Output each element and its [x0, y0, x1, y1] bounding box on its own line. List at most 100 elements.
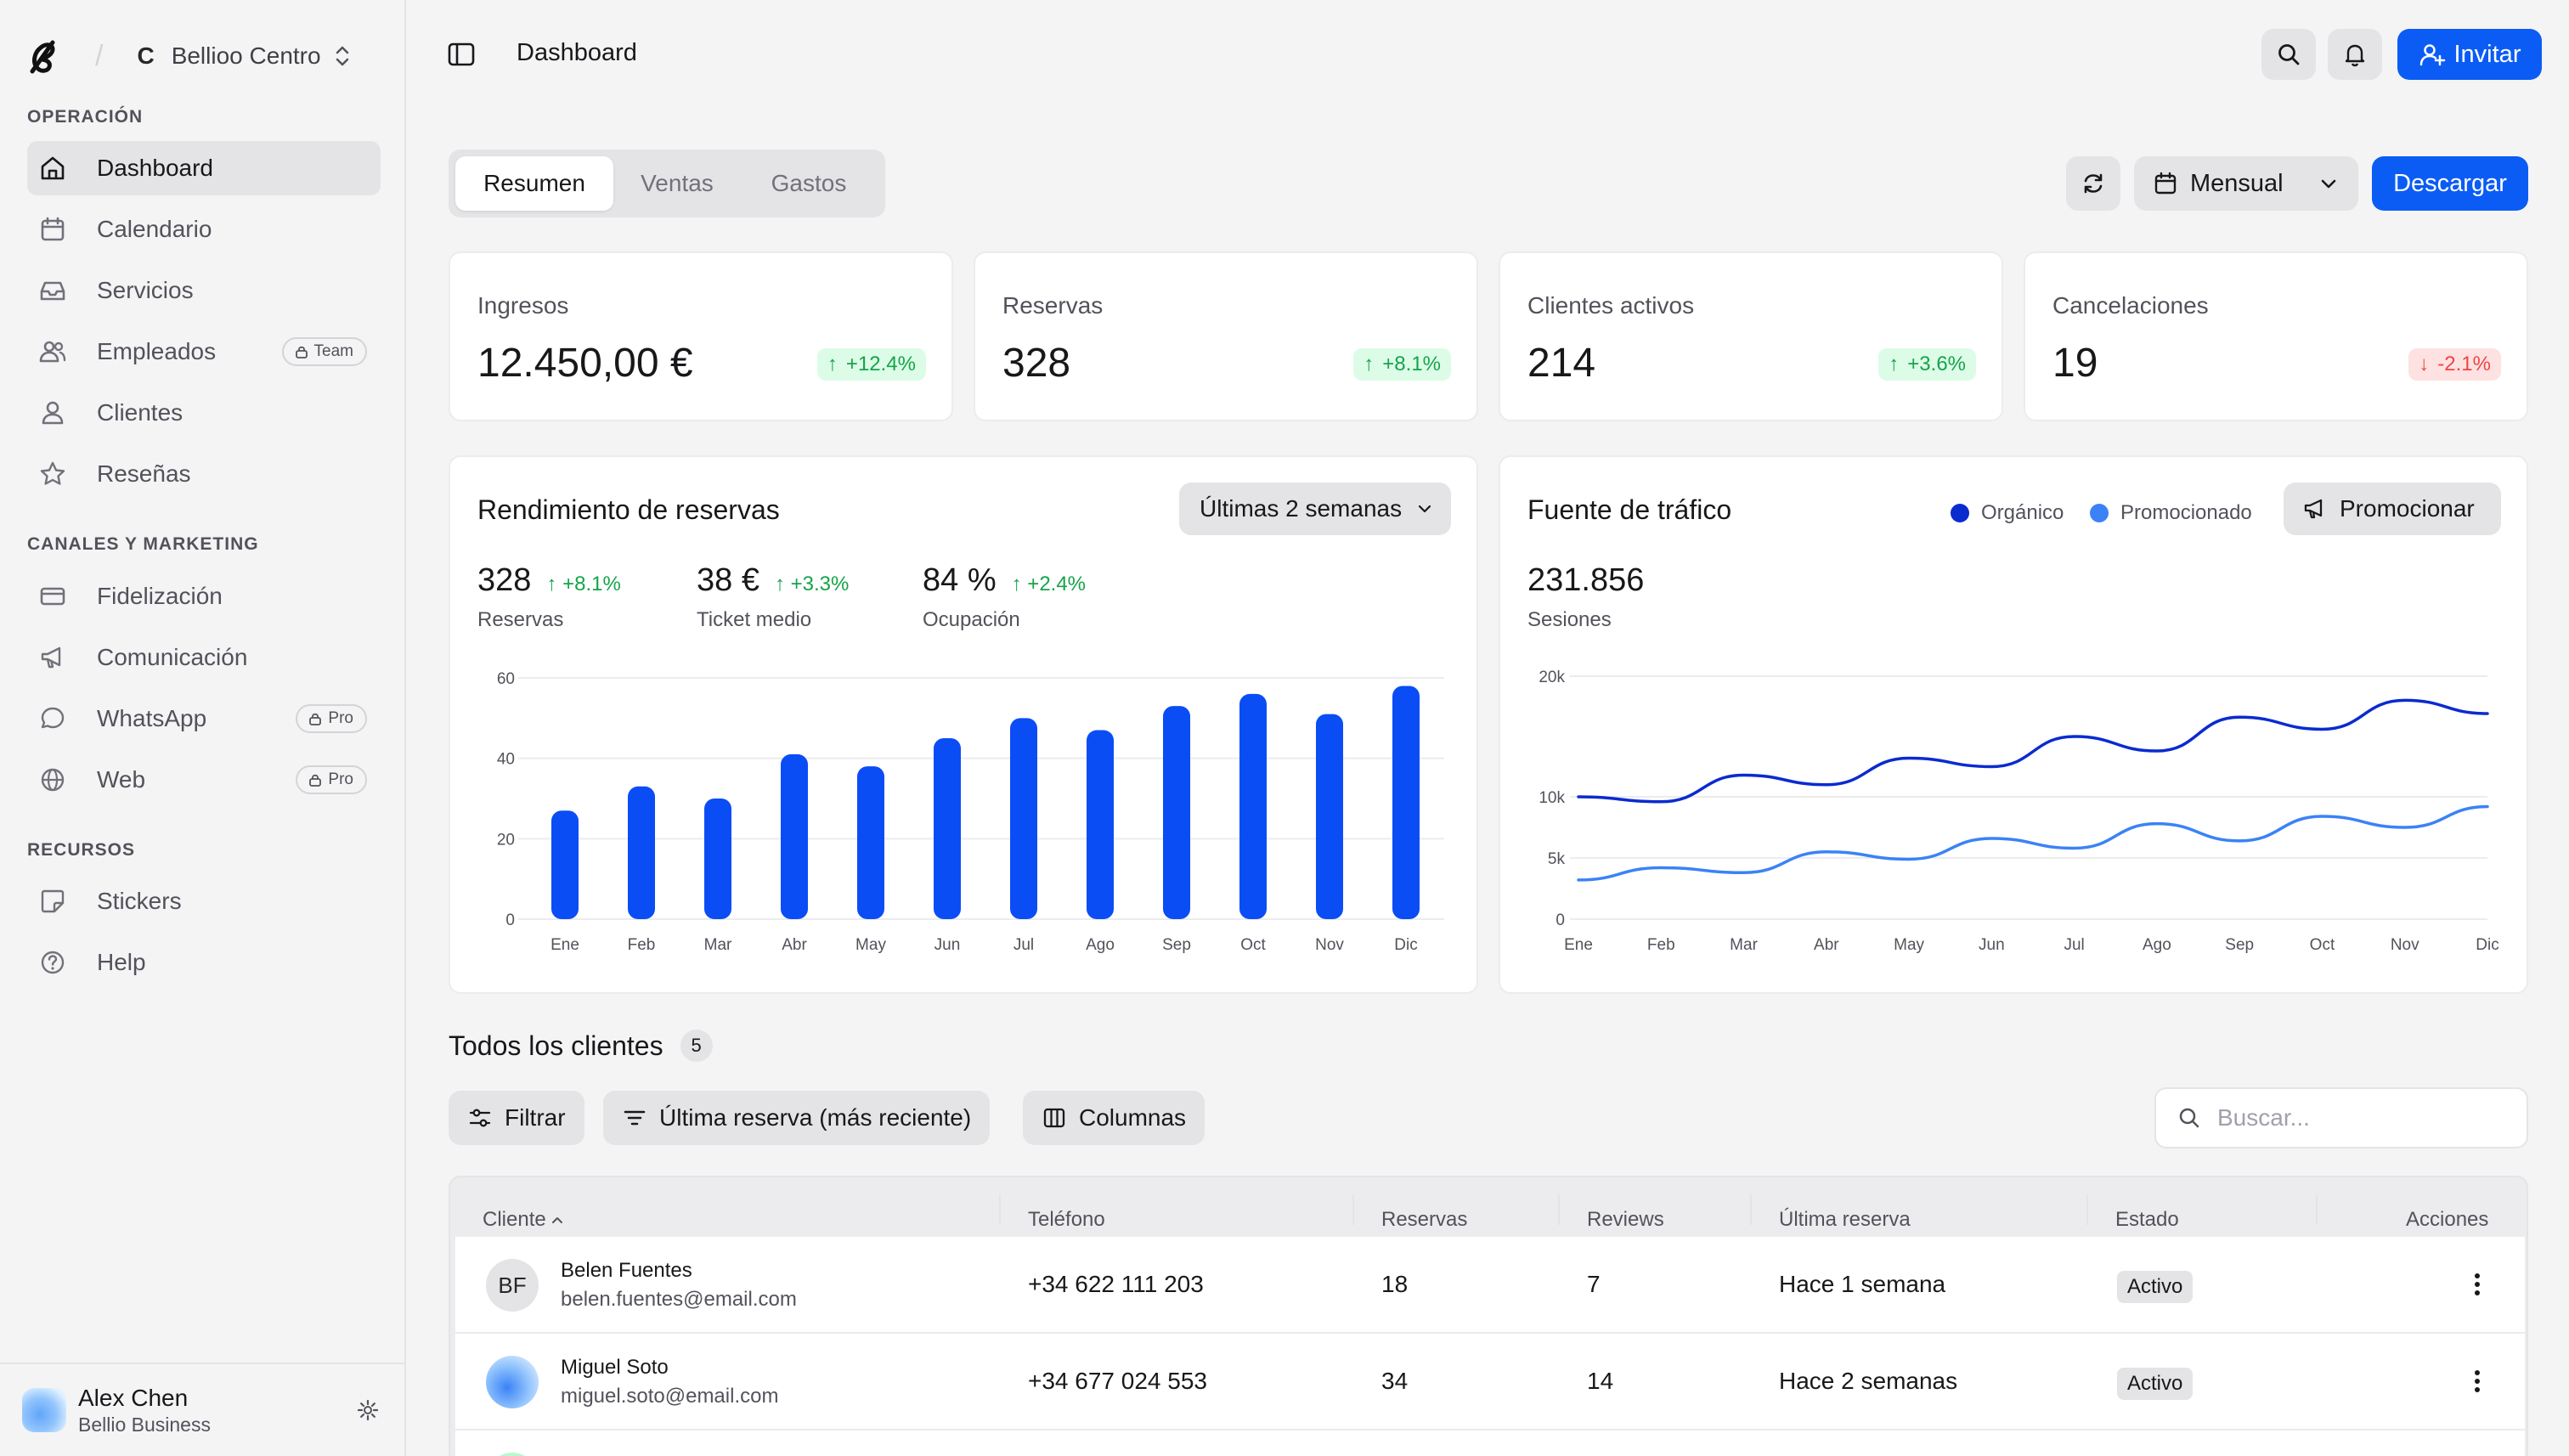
tab-resumen[interactable]: Resumen — [455, 156, 613, 211]
bar[interactable] — [1163, 706, 1190, 919]
table-row[interactable]: BF Belen Fuentes belen.fuentes@email.com… — [455, 1237, 2525, 1332]
period-select[interactable]: Mensual — [2134, 156, 2358, 211]
lock-icon — [309, 713, 322, 725]
user-plus-icon — [2419, 44, 2445, 66]
x-tick-label: Abr — [1814, 936, 1839, 954]
bar[interactable] — [551, 810, 579, 919]
chat-icon — [41, 707, 65, 729]
bar[interactable] — [857, 766, 884, 919]
column-header-ultima-reserva[interactable]: Última reserva — [1779, 1208, 1911, 1231]
column-header-reservas[interactable]: Reservas — [1381, 1208, 1468, 1231]
avatar — [486, 1453, 539, 1456]
client-phone: +34 622 111 203 — [1028, 1271, 1204, 1297]
x-tick-label: Ago — [2143, 936, 2171, 954]
home-icon — [41, 156, 65, 180]
filter-button[interactable]: Filtrar — [449, 1091, 584, 1145]
filter-label: Filtrar — [505, 1104, 566, 1131]
metric-label: Ticket medio — [697, 608, 812, 631]
bar[interactable] — [1239, 693, 1267, 919]
client-email: belen.fuentes@email.com — [561, 1288, 797, 1311]
sidebar-item-help[interactable]: Help — [27, 935, 381, 990]
refresh-button[interactable] — [2066, 156, 2120, 211]
bar[interactable] — [934, 738, 961, 919]
search-icon — [2179, 1108, 2199, 1128]
table-row[interactable]: Miguel Soto miguel.soto@email.com +34 67… — [455, 1334, 2525, 1429]
download-button[interactable]: Descargar — [2372, 156, 2528, 211]
traffic-source-card: Fuente de tráfico Orgánico Promocionado … — [1499, 455, 2528, 994]
y-tick-label: 40 — [497, 751, 515, 769]
inbox-icon — [40, 281, 65, 301]
bar[interactable] — [781, 753, 808, 919]
sidebar-item-whatsapp[interactable]: WhatsApp Pro — [27, 691, 381, 746]
search-button[interactable] — [2261, 29, 2316, 80]
sort-button[interactable]: Última reserva (más reciente) — [603, 1091, 991, 1145]
bar[interactable] — [704, 799, 731, 919]
sidebar-item-servicios[interactable]: Servicios — [27, 263, 381, 318]
bar[interactable] — [1392, 686, 1420, 919]
bar[interactable] — [628, 786, 655, 919]
pro-badge: Pro — [296, 704, 367, 733]
legend-swatch — [1951, 504, 1969, 522]
sidebar-item-comunicacion[interactable]: Comunicación — [27, 630, 381, 685]
kpi-delta-badge: ↑ +3.6% — [1878, 348, 1976, 381]
bar[interactable] — [1316, 714, 1343, 919]
table-row[interactable] — [455, 1431, 2525, 1456]
kpi-delta-badge: ↓ -2.1% — [2408, 348, 2501, 381]
column-header-cliente[interactable]: Cliente — [483, 1208, 565, 1232]
chevron-up-icon — [551, 1217, 562, 1223]
metric-delta: ↑ +8.1% — [546, 573, 620, 596]
x-tick-label: Jul — [1013, 936, 1034, 954]
lock-icon — [309, 774, 322, 787]
kpi-value: 328 — [1002, 341, 1071, 386]
star-icon — [40, 461, 65, 485]
more-vertical-icon[interactable] — [2460, 1267, 2494, 1301]
sidebar-item-dashboard[interactable]: Dashboard — [27, 141, 381, 195]
series-line[interactable] — [1577, 804, 2489, 882]
clients-table: Cliente Teléfono Reservas Reviews Última… — [449, 1176, 2528, 1456]
kpi-card-cancelaciones: Cancelaciones 19 ↓ -2.1% — [2024, 251, 2528, 421]
sidebar-item-web[interactable]: Web Pro — [27, 753, 381, 807]
section-title-canales: CANALES Y MARKETING — [27, 534, 259, 554]
workspace-name: Bellioo Centro — [171, 42, 321, 69]
tab-ventas[interactable]: Ventas — [641, 170, 714, 196]
bar[interactable] — [1010, 718, 1037, 919]
kpi-delta: -2.1% — [2437, 353, 2491, 375]
sort-label: Última reserva (más reciente) — [659, 1104, 972, 1131]
bar[interactable] — [1087, 730, 1114, 919]
user-account[interactable]: Alex Chen Bellio Business — [0, 1363, 404, 1456]
sidebar-item-clientes[interactable]: Clientes — [27, 386, 381, 440]
sidebar-toggle-icon[interactable] — [447, 41, 476, 68]
promote-button[interactable]: Promocionar — [2284, 483, 2501, 535]
sidebar-item-label: Stickers — [97, 888, 182, 914]
metric-value: 84 % — [923, 562, 997, 598]
sidebar-item-fidelizacion[interactable]: Fidelización — [27, 569, 381, 624]
series-line[interactable] — [1577, 698, 2489, 804]
sidebar-item-resenas[interactable]: Reseñas — [27, 447, 381, 501]
x-tick-label: Feb — [1647, 936, 1675, 954]
range-select[interactable]: Últimas 2 semanas — [1179, 483, 1451, 535]
globe-icon — [41, 768, 65, 792]
notifications-button[interactable] — [2328, 29, 2382, 80]
kpi-card-clientes-activos: Clientes activos 214 ↑ +3.6% — [1499, 251, 2003, 421]
tab-gastos[interactable]: Gastos — [771, 170, 847, 196]
column-header-reviews[interactable]: Reviews — [1587, 1208, 1664, 1231]
search-icon — [2278, 44, 2300, 65]
sidebar-item-empleados[interactable]: Empleados Team — [27, 324, 381, 379]
lock-icon — [295, 346, 308, 358]
invite-button[interactable]: Invitar — [2397, 29, 2542, 80]
column-header-estado[interactable]: Estado — [2115, 1208, 2179, 1231]
columns-button[interactable]: Columnas — [1023, 1091, 1205, 1145]
workspace-switcher[interactable]: / C Bellioo Centro — [27, 37, 352, 75]
page-title: Dashboard — [517, 39, 637, 66]
metric-delta-value: +3.3% — [790, 573, 850, 595]
column-header-telefono[interactable]: Teléfono — [1028, 1208, 1105, 1231]
sidebar-item-stickers[interactable]: Stickers — [27, 874, 381, 928]
y-tick-label: 20 — [497, 831, 515, 849]
gear-icon[interactable] — [357, 1399, 379, 1421]
metric-delta-value: +2.4% — [1027, 573, 1087, 595]
search-input[interactable] — [2217, 1104, 2506, 1132]
x-tick-label: Mar — [704, 936, 732, 954]
more-vertical-icon[interactable] — [2460, 1364, 2494, 1398]
column-divider — [1352, 1194, 1354, 1225]
sidebar-item-calendario[interactable]: Calendario — [27, 202, 381, 257]
